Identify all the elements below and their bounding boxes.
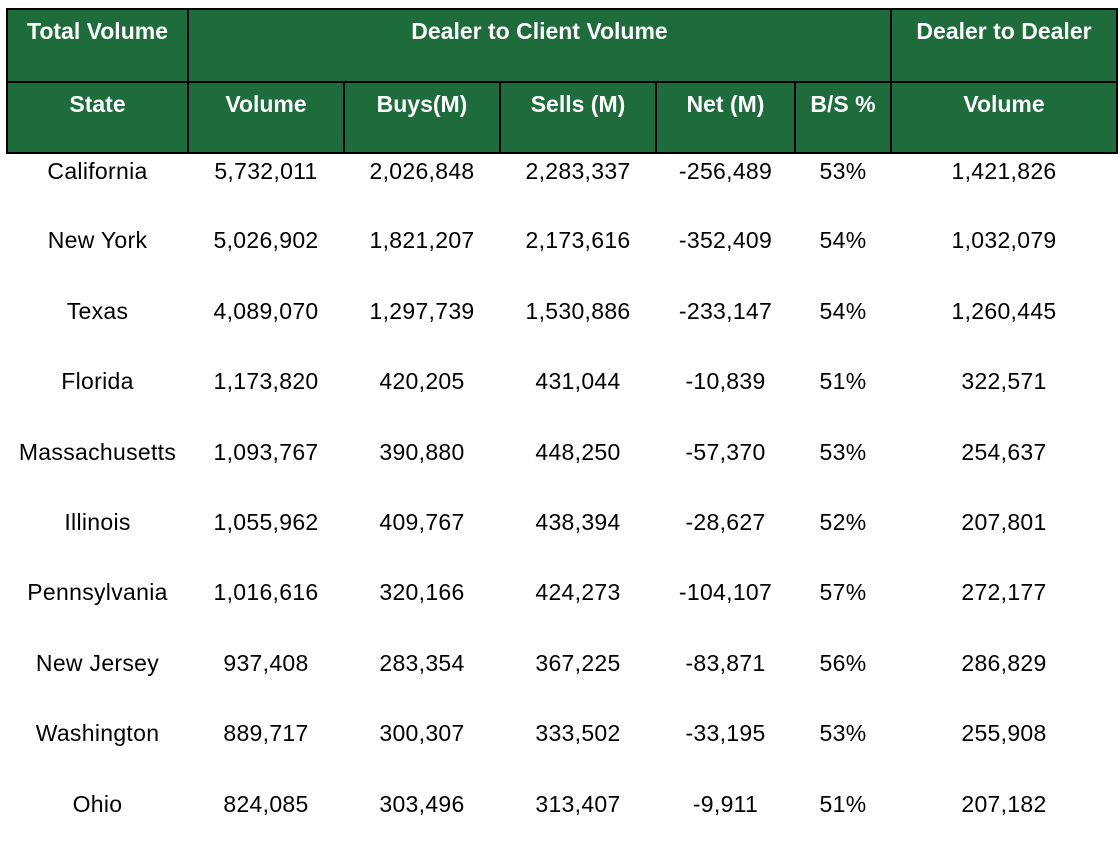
table-row: Ohio 824,085 303,496 313,407 -9,911 51% 207,18…: [7, 787, 1117, 857]
buys-cell: 420,205: [379, 368, 465, 395]
header-group-dealer-to-client: Dealer to Client Volume: [187, 8, 892, 83]
state-cell: New York: [47, 227, 148, 254]
sells-cell: 2,283,337: [525, 158, 631, 184]
d2d-volume-cell: 1,260,445: [951, 297, 1057, 324]
buys-cell: 300,307: [379, 720, 465, 747]
d2d-volume-cell: 286,829: [961, 649, 1047, 676]
d2d-volume-cell: 322,571: [961, 368, 1047, 395]
column-header-buys: Buys(M): [343, 81, 501, 154]
sells-cell: 1,530,886: [525, 297, 631, 324]
net-cell: -28,627: [685, 508, 766, 535]
column-header-bs-percent: B/S %: [794, 81, 892, 154]
volume-cell: 5,732,011: [214, 158, 318, 184]
table-row: Massachusetts 1,093,767 390,880 448,250 -57,…: [7, 435, 1117, 505]
net-cell: -233,147: [678, 297, 773, 324]
bs-percent-cell: 54%: [819, 227, 867, 254]
buys-cell: 390,880: [379, 438, 465, 465]
state-cell: New Jersey: [35, 649, 160, 676]
volume-cell: 1,093,767: [213, 438, 319, 465]
volume-cell: 1,173,820: [213, 368, 319, 395]
table-row: New Jersey 937,408 283,354 367,225 -83,871 56…: [7, 646, 1117, 716]
net-cell: -33,195: [685, 720, 766, 747]
volume-cell: 4,089,070: [213, 297, 319, 324]
table-body: California 5,732,011 2,026,848 2,283,337 -25…: [7, 153, 1117, 857]
net-cell: -10,839: [685, 368, 766, 395]
volume-cell: 1,016,616: [213, 579, 319, 606]
volume-cell: 5,026,902: [213, 227, 319, 254]
d2d-volume-cell: 207,801: [961, 508, 1047, 535]
sells-cell: 367,225: [535, 649, 621, 676]
net-cell: -83,871: [685, 649, 766, 676]
header-group-row: Total Volume Dealer to Client Volume Dea…: [6, 8, 1118, 83]
state-cell: Pennsylvania: [27, 579, 168, 606]
column-header-sells: Sells (M): [499, 81, 657, 154]
state-cell: Illinois: [64, 508, 131, 535]
d2d-volume-cell: 255,908: [961, 720, 1047, 747]
state-cell: California: [47, 158, 148, 184]
volume-table: Total Volume Dealer to Client Volume Dea…: [6, 8, 1118, 857]
net-cell: -352,409: [678, 227, 773, 254]
table-row: Washington 889,717 300,307 333,502 -33,195 53…: [7, 716, 1117, 786]
bs-percent-cell: 54%: [819, 297, 867, 324]
header-group-total-volume: Total Volume: [6, 8, 189, 83]
sells-cell: 313,407: [535, 790, 621, 817]
sells-cell: 448,250: [535, 438, 621, 465]
volume-cell: 1,055,962: [213, 508, 319, 535]
table-row: Texas 4,089,070 1,297,739 1,530,886 -233,147…: [7, 294, 1117, 364]
bs-percent-cell: 56%: [819, 649, 867, 676]
table-row: Illinois 1,055,962 409,767 438,394 -28,627 52…: [7, 505, 1117, 575]
header-group-dealer-to-dealer: Dealer to Dealer: [890, 8, 1118, 83]
sells-cell: 2,173,616: [525, 227, 631, 254]
volume-table-container: Total Volume Dealer to Client Volume Dea…: [6, 8, 1118, 857]
bs-percent-cell: 51%: [819, 790, 867, 817]
state-cell: Texas: [66, 297, 129, 324]
bs-percent-cell: 53%: [819, 158, 867, 184]
volume-cell: 937,408: [223, 649, 309, 676]
sells-cell: 333,502: [535, 720, 621, 747]
net-cell: -104,107: [678, 579, 773, 606]
state-cell: Ohio: [72, 790, 123, 817]
column-header-row: State Volume Buys(M) Sells (M) Net (M) B…: [6, 81, 1118, 154]
bs-percent-cell: 53%: [819, 720, 867, 747]
volume-cell: 824,085: [223, 790, 309, 817]
sells-cell: 424,273: [535, 579, 621, 606]
table-row: New York 5,026,902 1,821,207 2,173,616 -352,…: [7, 223, 1117, 293]
bs-percent-cell: 57%: [819, 579, 867, 606]
bs-percent-cell: 53%: [819, 438, 867, 465]
sells-cell: 431,044: [535, 368, 621, 395]
net-cell: -9,911: [692, 790, 759, 817]
buys-cell: 283,354: [379, 649, 465, 676]
state-cell: Florida: [61, 368, 134, 395]
d2d-volume-cell: 1,032,079: [951, 227, 1057, 254]
buys-cell: 320,166: [379, 579, 465, 606]
column-header-state: State: [6, 81, 189, 154]
d2d-volume-cell: 272,177: [961, 579, 1047, 606]
buys-cell: 2,026,848: [369, 158, 475, 184]
buys-cell: 1,297,739: [369, 297, 475, 324]
d2d-volume-cell: 207,182: [961, 790, 1047, 817]
net-cell: -57,370: [685, 438, 766, 465]
table-row: California 5,732,011 2,026,848 2,283,337 -25…: [7, 153, 1117, 223]
sells-cell: 438,394: [535, 508, 621, 535]
bs-percent-cell: 51%: [819, 368, 867, 395]
column-header-d2d-volume: Volume: [890, 81, 1118, 154]
table-row: Florida 1,173,820 420,205 431,044 -10,839 51%…: [7, 364, 1117, 434]
d2d-volume-cell: 254,637: [961, 438, 1047, 465]
d2d-volume-cell: 1,421,826: [951, 158, 1057, 184]
buys-cell: 409,767: [379, 508, 465, 535]
table-row: Pennsylvania 1,016,616 320,166 424,273 -104,…: [7, 575, 1117, 645]
column-header-volume: Volume: [187, 81, 345, 154]
state-cell: Washington: [35, 720, 160, 747]
bs-percent-cell: 52%: [819, 508, 867, 535]
state-cell: Massachusetts: [18, 438, 177, 465]
volume-cell: 889,717: [223, 720, 309, 747]
buys-cell: 1,821,207: [369, 227, 475, 254]
column-header-net: Net (M): [655, 81, 796, 154]
buys-cell: 303,496: [379, 790, 465, 817]
table-header: Total Volume Dealer to Client Volume Dea…: [6, 8, 1118, 154]
net-cell: -256,489: [678, 158, 773, 184]
